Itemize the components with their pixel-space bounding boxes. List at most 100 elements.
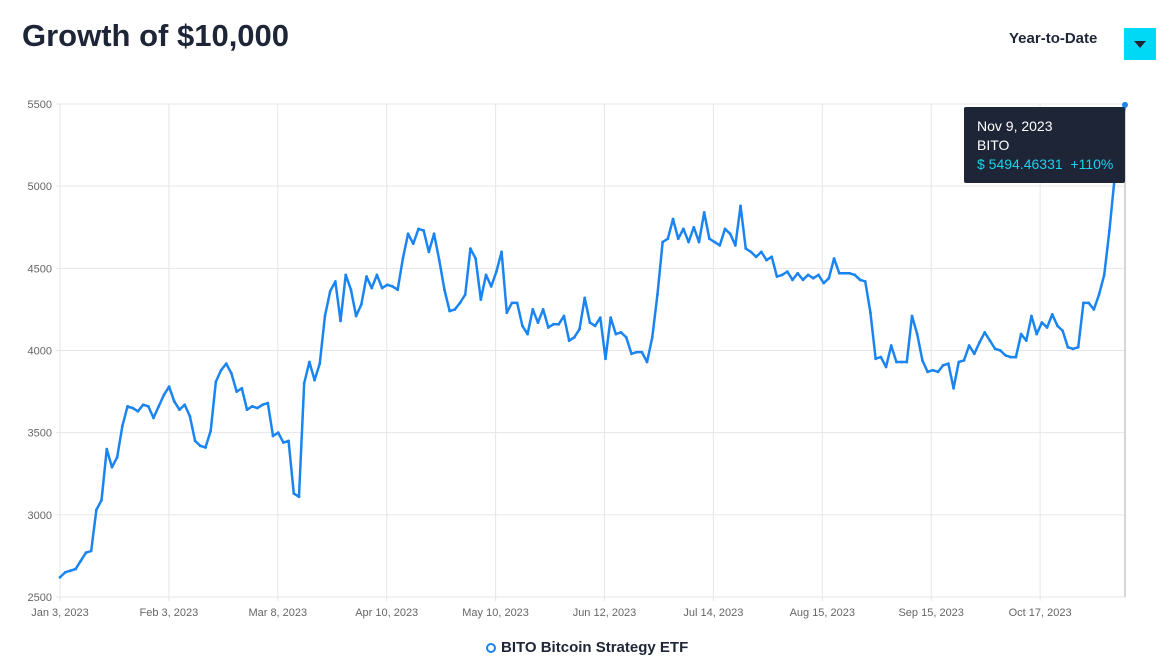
data-point (359, 303, 363, 306)
data-point (458, 301, 462, 305)
data-point (619, 331, 623, 334)
data-point (297, 495, 301, 499)
data-point (770, 255, 774, 259)
data-point (152, 416, 155, 420)
x-tick-label: May 10, 2023 (462, 607, 529, 619)
data-point (827, 276, 831, 280)
data-point (853, 273, 857, 277)
y-tick-label: 2500 (28, 592, 52, 604)
data-point (806, 273, 810, 277)
data-point (676, 237, 680, 241)
data-point (370, 286, 374, 290)
data-point (666, 237, 670, 241)
data-point (874, 357, 878, 361)
data-point (557, 322, 561, 326)
y-tick-label: 4000 (28, 346, 52, 358)
data-point (115, 455, 119, 459)
data-point (276, 431, 280, 435)
data-point (463, 293, 467, 297)
data-point (791, 278, 794, 282)
data-point (1092, 308, 1096, 311)
data-point (157, 404, 161, 408)
data-point (889, 344, 893, 347)
data-point (1061, 329, 1065, 333)
data-point (323, 314, 327, 318)
data-point (489, 285, 493, 288)
data-point (552, 322, 555, 326)
x-tick-label: Jun 12, 2023 (573, 607, 637, 619)
data-point (759, 250, 763, 254)
data-point (910, 314, 914, 318)
data-point (583, 296, 587, 300)
data-point (780, 273, 784, 277)
data-point (884, 365, 888, 369)
data-point (952, 386, 955, 390)
data-point (167, 385, 171, 389)
data-point (266, 401, 270, 405)
data-point (422, 229, 426, 232)
data-point (292, 492, 296, 495)
x-tick-label: Jul 14, 2023 (683, 607, 743, 619)
data-point (733, 243, 737, 247)
data-point (281, 441, 285, 444)
legend-item[interactable]: BITO Bitcoin Strategy ETF (486, 639, 688, 656)
data-point (567, 339, 571, 343)
tooltip-ticker: BITO (977, 137, 1010, 153)
data-point (687, 240, 691, 244)
data-point (1087, 301, 1091, 305)
period-select-label[interactable]: Year-to-Date (1009, 30, 1098, 47)
x-tick-label: Apr 10, 2023 (355, 607, 418, 619)
data-point (718, 243, 722, 247)
data-point (437, 258, 441, 262)
data-point (105, 447, 109, 451)
y-tick-label: 3000 (28, 510, 52, 522)
data-point (967, 344, 971, 347)
y-tick-label: 5000 (28, 181, 52, 193)
data-point (250, 404, 254, 408)
data-point (375, 273, 379, 277)
data-point (1082, 301, 1085, 305)
data-point (858, 278, 862, 282)
data-point (905, 360, 909, 364)
data-point (645, 360, 649, 364)
data-point (313, 378, 316, 382)
data-point (624, 335, 628, 339)
data-point (983, 331, 987, 334)
data-point (74, 567, 77, 571)
data-point (411, 242, 415, 246)
data-point (588, 321, 592, 324)
data-point (58, 575, 62, 579)
data-point (572, 335, 576, 339)
data-point (993, 347, 997, 351)
data-point (136, 409, 140, 413)
data-point (474, 257, 478, 260)
data-point (650, 335, 654, 339)
data-point (578, 327, 581, 331)
data-point (1050, 312, 1054, 316)
data-point (333, 280, 337, 283)
x-tick-label: Oct 17, 2023 (1009, 607, 1072, 619)
y-tick-label: 5500 (28, 99, 52, 111)
data-point (879, 355, 883, 359)
data-point (494, 270, 498, 274)
data-point (198, 444, 202, 448)
data-point (941, 363, 945, 367)
data-point (287, 439, 290, 443)
data-point (214, 380, 218, 384)
data-point (848, 271, 852, 275)
data-point (505, 311, 509, 315)
data-point (1009, 355, 1013, 359)
data-point (1035, 332, 1039, 336)
data-point (146, 404, 150, 408)
y-tick-label: 4500 (28, 263, 52, 275)
data-point (1045, 326, 1049, 329)
data-point (432, 232, 436, 236)
data-point (988, 339, 992, 343)
data-point (536, 321, 540, 324)
data-point (1014, 355, 1018, 359)
data-point (183, 403, 187, 407)
caret-down-icon[interactable] (1124, 28, 1156, 60)
data-point (936, 370, 940, 374)
y-tick-label: 3500 (28, 428, 52, 440)
data-point (230, 372, 233, 375)
